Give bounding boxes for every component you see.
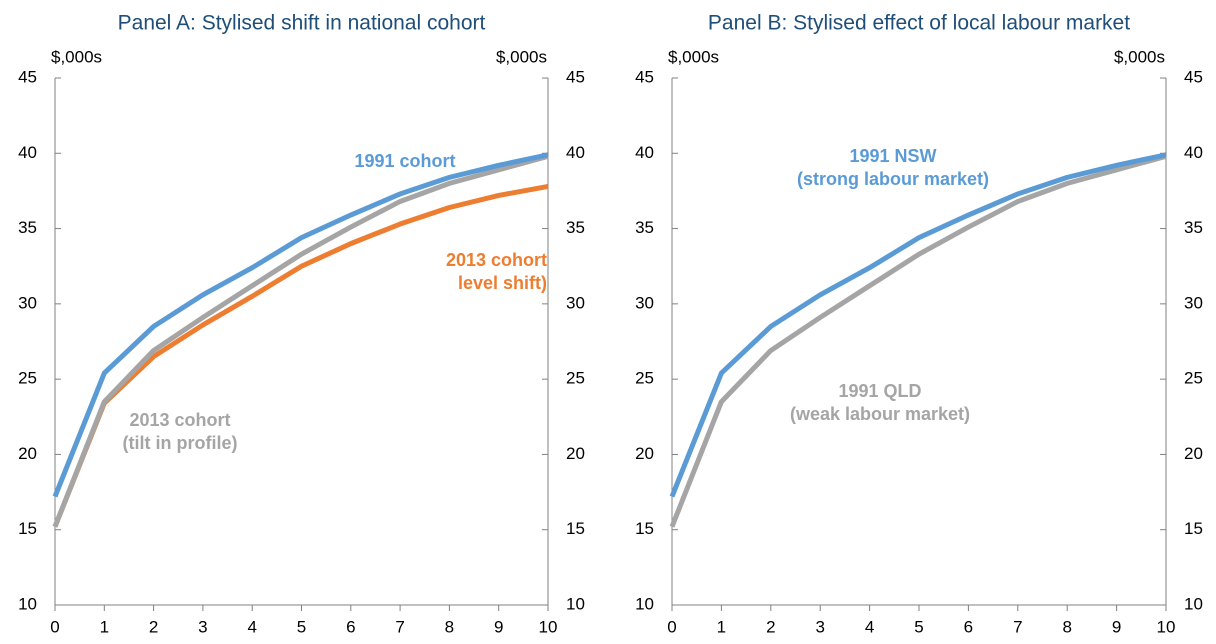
x-tick-label: 3 [815,617,824,636]
y2-tick-label: 45 [566,67,585,86]
y-tick-label: 10 [18,594,37,613]
y-tick-label: 30 [635,293,654,312]
x-tick-label: 10 [539,617,558,636]
y2-tick-label: 45 [1184,67,1203,86]
series-label: 1991 NSW [849,146,936,166]
y2-tick-label: 25 [1184,369,1203,388]
y2-tick-label: 35 [1184,218,1203,237]
y-tick-label: 30 [18,293,37,312]
series-line [52,152,549,498]
series-label: (strong labour market) [797,169,989,189]
x-tick-label: 5 [297,617,306,636]
y-tick-label: 20 [635,444,654,463]
series-label: 2013 cohort [446,250,547,270]
y2-tick-label: 40 [1184,143,1203,162]
x-tick-label: 6 [964,617,973,636]
y-tick-label: 25 [635,369,654,388]
y2-tick-label: 20 [1184,444,1203,463]
y-tick-label: 20 [18,444,37,463]
x-tick-label: 8 [1062,617,1071,636]
series-label: (tilt in profile) [123,433,238,453]
series-label: 1991 cohort [354,151,455,171]
x-tick-label: 0 [50,617,59,636]
y-tick-label: 15 [18,519,37,538]
series-label: 2013 cohort [129,410,230,430]
y-tick-label: 10 [635,594,654,613]
x-tick-label: 1 [717,617,726,636]
x-tick-label: 1 [100,617,109,636]
y-tick-label: 45 [18,67,37,86]
y-tick-label: 40 [18,143,37,162]
x-tick-label: 2 [766,617,775,636]
y2-tick-label: 35 [566,218,585,237]
y-tick-label: 35 [18,218,37,237]
x-tick-label: 7 [395,617,404,636]
series-label: (weak labour market) [790,404,970,424]
y2-tick-label: 20 [566,444,585,463]
y-tick-label: 40 [635,143,654,162]
x-tick-label: 6 [346,617,355,636]
x-tick-label: 9 [1112,617,1121,636]
series-line [669,153,1167,528]
y-tick-label: 35 [635,218,654,237]
y2-tick-label: 15 [1184,519,1203,538]
y-axis-unit: $,000s [668,47,719,66]
series-label: 1991 QLD [838,381,921,401]
panel-title: Panel A: Stylised shift in national coho… [118,12,486,35]
y2-tick-label: 30 [1184,293,1203,312]
y2-tick-label: 30 [566,293,585,312]
x-tick-label: 8 [445,617,454,636]
y2-tick-label: 40 [566,143,585,162]
series-line [52,183,549,528]
y2-tick-label: 10 [1184,594,1203,613]
panel-title: Panel B: Stylised effect of local labour… [708,12,1130,35]
y2-axis-unit: $,000s [496,47,547,66]
x-tick-label: 4 [865,617,874,636]
x-tick-label: 2 [149,617,158,636]
y2-tick-label: 15 [566,519,585,538]
y2-tick-label: 10 [566,594,585,613]
y2-tick-label: 25 [566,369,585,388]
series-label: level shift) [458,273,547,293]
x-tick-label: 0 [667,617,676,636]
y-tick-label: 15 [635,519,654,538]
y-tick-label: 25 [18,369,37,388]
x-tick-label: 10 [1157,617,1176,636]
x-tick-label: 9 [494,617,503,636]
series-line [52,153,549,528]
y2-axis-unit: $,000s [1114,47,1165,66]
y-axis-unit: $,000s [51,47,102,66]
y-tick-label: 45 [635,67,654,86]
series-line [669,152,1167,498]
x-tick-label: 3 [198,617,207,636]
x-tick-label: 4 [247,617,256,636]
x-tick-label: 7 [1013,617,1022,636]
x-tick-label: 5 [914,617,923,636]
